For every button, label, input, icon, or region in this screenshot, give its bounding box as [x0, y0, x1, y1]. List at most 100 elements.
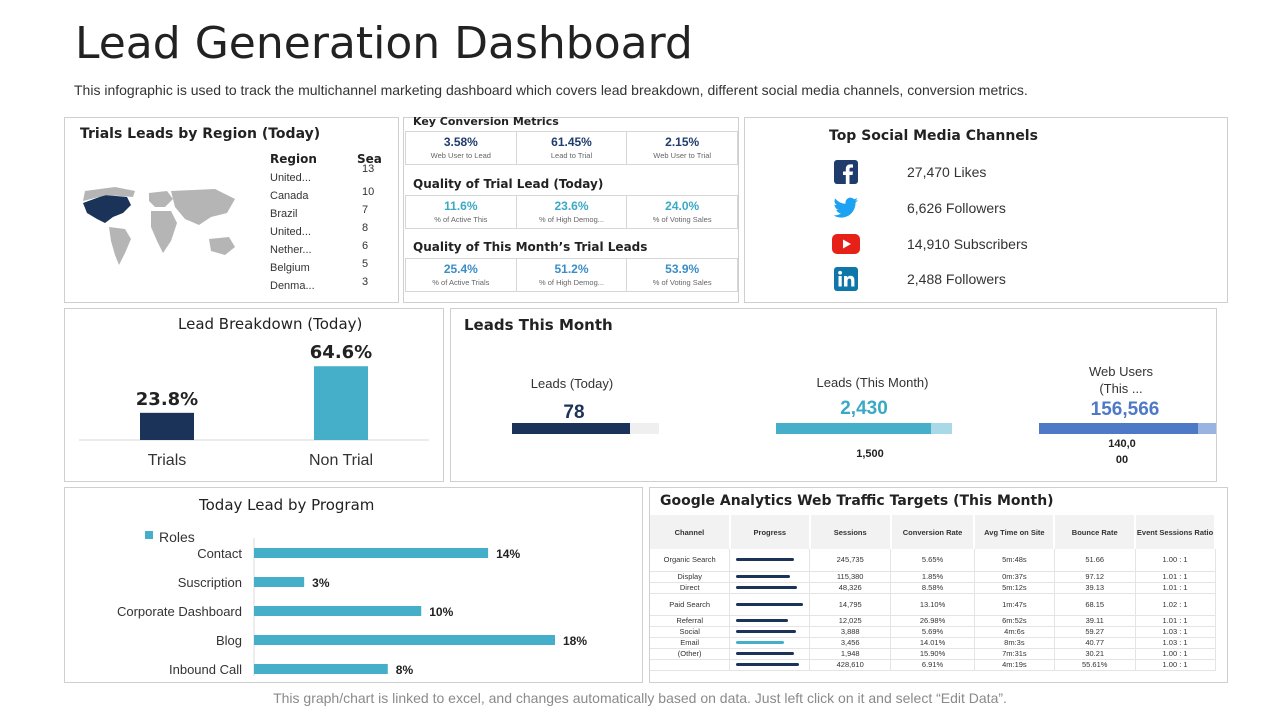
ga-cell-channel: Display [650, 571, 731, 583]
region-value: 3 [362, 276, 369, 288]
ga-cell-conv: 6.91% [890, 659, 975, 671]
social-linkedin: 2,488 Followers [832, 267, 1006, 291]
ga-cell-ratio: 1.01 : 1 [1135, 615, 1216, 627]
program-bar [254, 606, 422, 616]
region-value: 6 [362, 240, 369, 252]
ga-cell-channel: Paid Search [650, 593, 731, 616]
program-value-label: 10% [429, 605, 453, 619]
ga-cell-progress [729, 571, 811, 583]
program-panel: Today Lead by Program Roles Contact 14% Sus… [64, 487, 643, 683]
ga-cell-time: 5m:12s [974, 582, 1055, 594]
ga-cell-time: 0m:37s [974, 571, 1055, 583]
leads-month-value: 2,430 [840, 398, 888, 419]
leads-month-target: 1,500 [856, 448, 884, 460]
quality-row: 11.6% % of Active This 23.6% % of High Demo… [405, 195, 738, 229]
region-value: 10 [362, 186, 375, 198]
ga-cell-sessions: 3,456 [809, 637, 892, 649]
facebook-icon [832, 160, 860, 184]
ga-cell-sessions: 428,610 [809, 659, 892, 671]
program-category-label: Contact [197, 546, 242, 561]
metric-cell: 11.6% % of Active This [406, 196, 517, 228]
ga-cell-channel: (Other) [650, 648, 731, 660]
metric-cell: 51.2% % of High Demog... [517, 259, 628, 291]
ga-cell-conv: 1.85% [890, 571, 975, 583]
program-bar [254, 548, 489, 558]
ga-cell-bounce: 39.13 [1054, 582, 1136, 594]
ga-cell-ratio: 1.00 : 1 [1135, 549, 1216, 572]
metric-label: Web User to Trial [653, 151, 712, 160]
ga-cell-conv: 5.65% [890, 549, 975, 572]
ga-progress-bar [736, 663, 800, 666]
key-metrics-title: Key Conversion Metrics [413, 115, 559, 128]
table-row: Email 3,456 14.01% 8m:3s 40.77 1.03 : 1 [650, 637, 1216, 649]
web-users-target: 140,0 [1108, 438, 1136, 450]
leads-month-title: Leads This Month [464, 316, 613, 334]
ga-cell-sessions: 115,380 [809, 571, 892, 583]
ga-cell-progress [729, 549, 811, 572]
map-south-america [109, 227, 131, 265]
metric-label: % of Active Trials [432, 278, 490, 287]
program-bar [254, 664, 388, 674]
metric-value: 25.4% [443, 262, 478, 276]
table-row: Display 115,380 1.85% 0m:37s 97.12 1.01 : 1 [650, 571, 1216, 583]
metric-value: 24.0% [665, 199, 700, 213]
breakdown-value-label: 64.6% [310, 342, 372, 363]
table-row: Referral 12,025 26.98% 6m:52s 39.11 1.01 : 1 [650, 615, 1216, 627]
metric-cell: 61.45% Lead to Trial [517, 132, 628, 164]
linkedin-icon [832, 267, 860, 291]
metric-value: 11.6% [444, 199, 478, 213]
metric-cell: 2.15% Web User to Trial [627, 132, 737, 164]
ga-cell-ratio: 1.03 : 1 [1135, 637, 1216, 649]
ga-cell-bounce: 40.77 [1054, 637, 1136, 649]
page-subtitle: This infographic is used to track the mu… [74, 82, 1028, 98]
world-map [83, 187, 235, 265]
ga-col-bounce: Bounce Rate [1054, 515, 1137, 549]
ga-cell-progress [729, 615, 811, 627]
ga-cell-progress [729, 626, 811, 638]
lead-breakdown-chart: 23.8% Trials 64.6% Non Trial [79, 342, 429, 469]
ga-progress-bar [736, 652, 795, 655]
program-category-label: Suscription [178, 575, 242, 590]
ga-col-progress: Progress [729, 515, 811, 549]
ga-cell-channel: Referral [650, 615, 731, 627]
ga-cell-channel: Email [650, 637, 731, 649]
program-category-label: Inbound Call [169, 662, 242, 677]
ga-col-time: Avg Time on Site [974, 515, 1056, 549]
region-col-region: Region [270, 152, 317, 166]
ga-cell-time: 7m:31s [974, 648, 1055, 660]
ga-cell-ratio: 1.02 : 1 [1135, 593, 1216, 616]
ga-cell-sessions: 245,735 [809, 549, 892, 572]
metric-cell: 53.9% % of Voting Sales [627, 259, 737, 291]
ga-cell-progress [729, 593, 811, 616]
ga-progress-bar [736, 630, 796, 633]
region-name: Denma... [270, 280, 315, 292]
ga-col-conv: Conversion Rate [890, 515, 976, 549]
metric-label: % of Voting Sales [652, 215, 712, 224]
social-title: Top Social Media Channels [829, 128, 1038, 144]
breakdown-bar [314, 366, 368, 440]
leads-month-panel: Leads This Month [450, 308, 1217, 482]
metric-value: 61.45% [551, 135, 592, 149]
ga-cell-sessions: 3,888 [809, 626, 892, 638]
social-panel: Top Social Media Channels [744, 117, 1228, 303]
ga-cell-channel: Direct [650, 582, 731, 594]
twitter-icon [832, 196, 860, 220]
ga-cell-conv: 14.01% [890, 637, 975, 649]
table-row: Organic Search 245,735 5.65% 5m:48s 51.66 1.0… [650, 549, 1216, 572]
region-title: Trials Leads by Region (Today) [80, 126, 321, 142]
ga-table: Channel Progress Sessions Conversion Rat… [650, 515, 1216, 671]
metric-cell: 3.58% Web User to Lead [406, 132, 517, 164]
ga-cell-sessions: 12,025 [809, 615, 892, 627]
metric-value: 3.58% [443, 135, 478, 149]
ga-cell-ratio: 1.00 : 1 [1135, 659, 1216, 671]
breakdown-bar [140, 412, 194, 440]
region-name: Nether... [270, 244, 312, 256]
region-value: 8 [362, 222, 369, 234]
ga-cell-bounce: 55.61% [1054, 659, 1136, 671]
web-users-bar [1039, 423, 1199, 434]
lead-breakdown-panel: Lead Breakdown (Today) 23.8% Trials 64.6% N… [64, 308, 444, 482]
region-name: United... [270, 172, 311, 184]
metrics-panel: Key Conversion Metrics 3.58% Web User to … [403, 115, 739, 303]
metric-label: Web User to Lead [430, 151, 491, 160]
social-youtube: 14,910 Subscribers [832, 232, 1028, 256]
